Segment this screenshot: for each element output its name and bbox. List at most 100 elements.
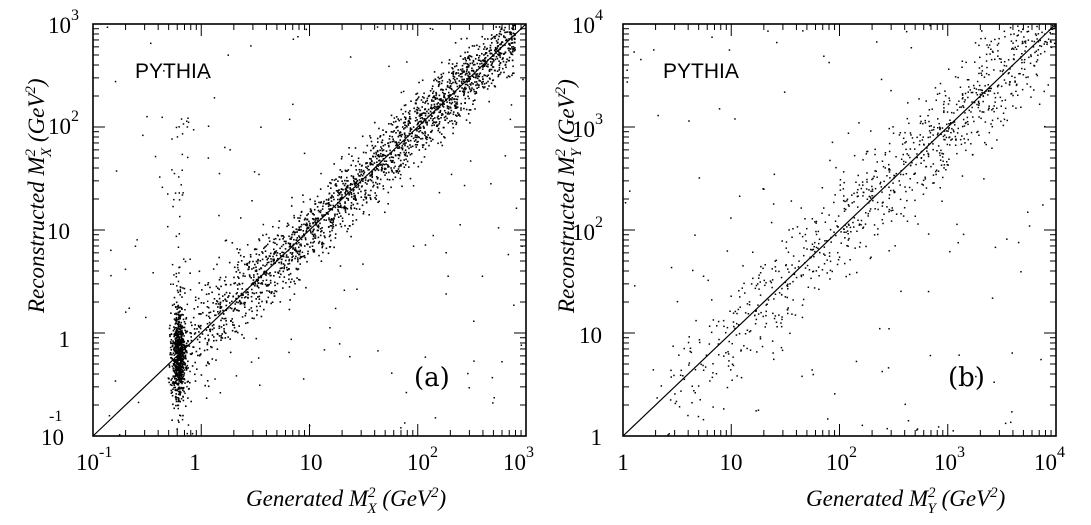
data-point [288,259,290,262]
data-point [176,369,179,371]
data-point [400,427,402,429]
data-point [424,134,426,137]
data-point [987,94,989,96]
data-point [452,126,455,129]
data-point [317,242,320,244]
data-point [908,186,911,189]
data-point [439,103,441,105]
data-point [419,117,422,120]
data-point [203,302,205,304]
data-point [268,283,270,286]
data-point [205,397,208,399]
data-point [168,364,171,367]
data-point [947,128,950,130]
data-point [403,166,406,168]
data-point [280,262,283,265]
data-point [705,354,708,356]
data-point [749,330,752,332]
data-point [236,292,238,294]
data-point [736,312,738,315]
data-point [422,125,425,128]
data-point [279,255,282,257]
data-point [306,223,308,226]
data-point [966,120,969,123]
data-point [176,289,179,292]
data-point [357,173,359,175]
data-point [352,189,355,191]
data-point [675,400,678,403]
data-point [432,106,435,109]
data-point [173,326,175,328]
data-point [343,207,345,210]
data-point [888,127,890,130]
data-point [264,250,267,252]
data-point [513,33,516,35]
data-point [294,247,297,249]
data-point [437,102,439,104]
data-point [185,318,187,320]
data-point [331,209,334,211]
data-point [964,92,967,95]
data-point [299,214,302,217]
data-point [858,246,861,248]
data-point [359,175,361,177]
data-point [837,226,839,228]
data-point [425,142,428,144]
data-point [505,66,507,69]
data-point [427,112,430,115]
data-point [358,179,361,181]
data-point [791,313,793,315]
data-point [1000,105,1002,107]
data-point [220,339,222,341]
data-point [840,242,842,244]
data-point [971,101,973,103]
data-point [964,112,966,114]
data-point [680,390,682,392]
data-point [175,306,177,309]
data-point [390,169,393,171]
data-point [763,188,765,190]
data-point [178,342,181,344]
data-point [289,272,292,275]
data-point [991,119,994,122]
data-point [834,393,836,395]
data-point [400,163,402,166]
data-point [329,230,331,233]
data-point [378,200,380,203]
data-point [484,38,486,40]
data-point [441,144,444,147]
data-point [817,266,820,268]
data-point [901,143,904,145]
data-point [1014,76,1016,79]
data-point [857,206,859,208]
data-point [170,357,173,359]
data-point [178,328,181,330]
data-point [435,94,437,97]
data-point [239,271,241,274]
data-point [432,234,434,237]
data-point [175,330,178,332]
data-point [455,114,457,117]
data-point [150,42,152,45]
data-point [391,140,394,143]
data-point [1051,28,1054,31]
data-point [288,268,290,270]
data-point [309,230,312,233]
data-point [360,185,363,188]
data-point [300,238,303,241]
data-point [183,369,186,371]
data-point [977,100,980,103]
data-point [942,135,945,138]
data-point [388,179,391,181]
data-point [207,385,210,388]
data-point [179,325,182,328]
data-point [831,270,833,273]
data-point [928,109,931,111]
data-point [263,247,265,250]
data-point [953,130,955,133]
data-point [183,258,185,260]
data-point [709,380,711,382]
data-point [907,102,909,104]
data-point [274,252,277,254]
data-point [293,233,296,236]
